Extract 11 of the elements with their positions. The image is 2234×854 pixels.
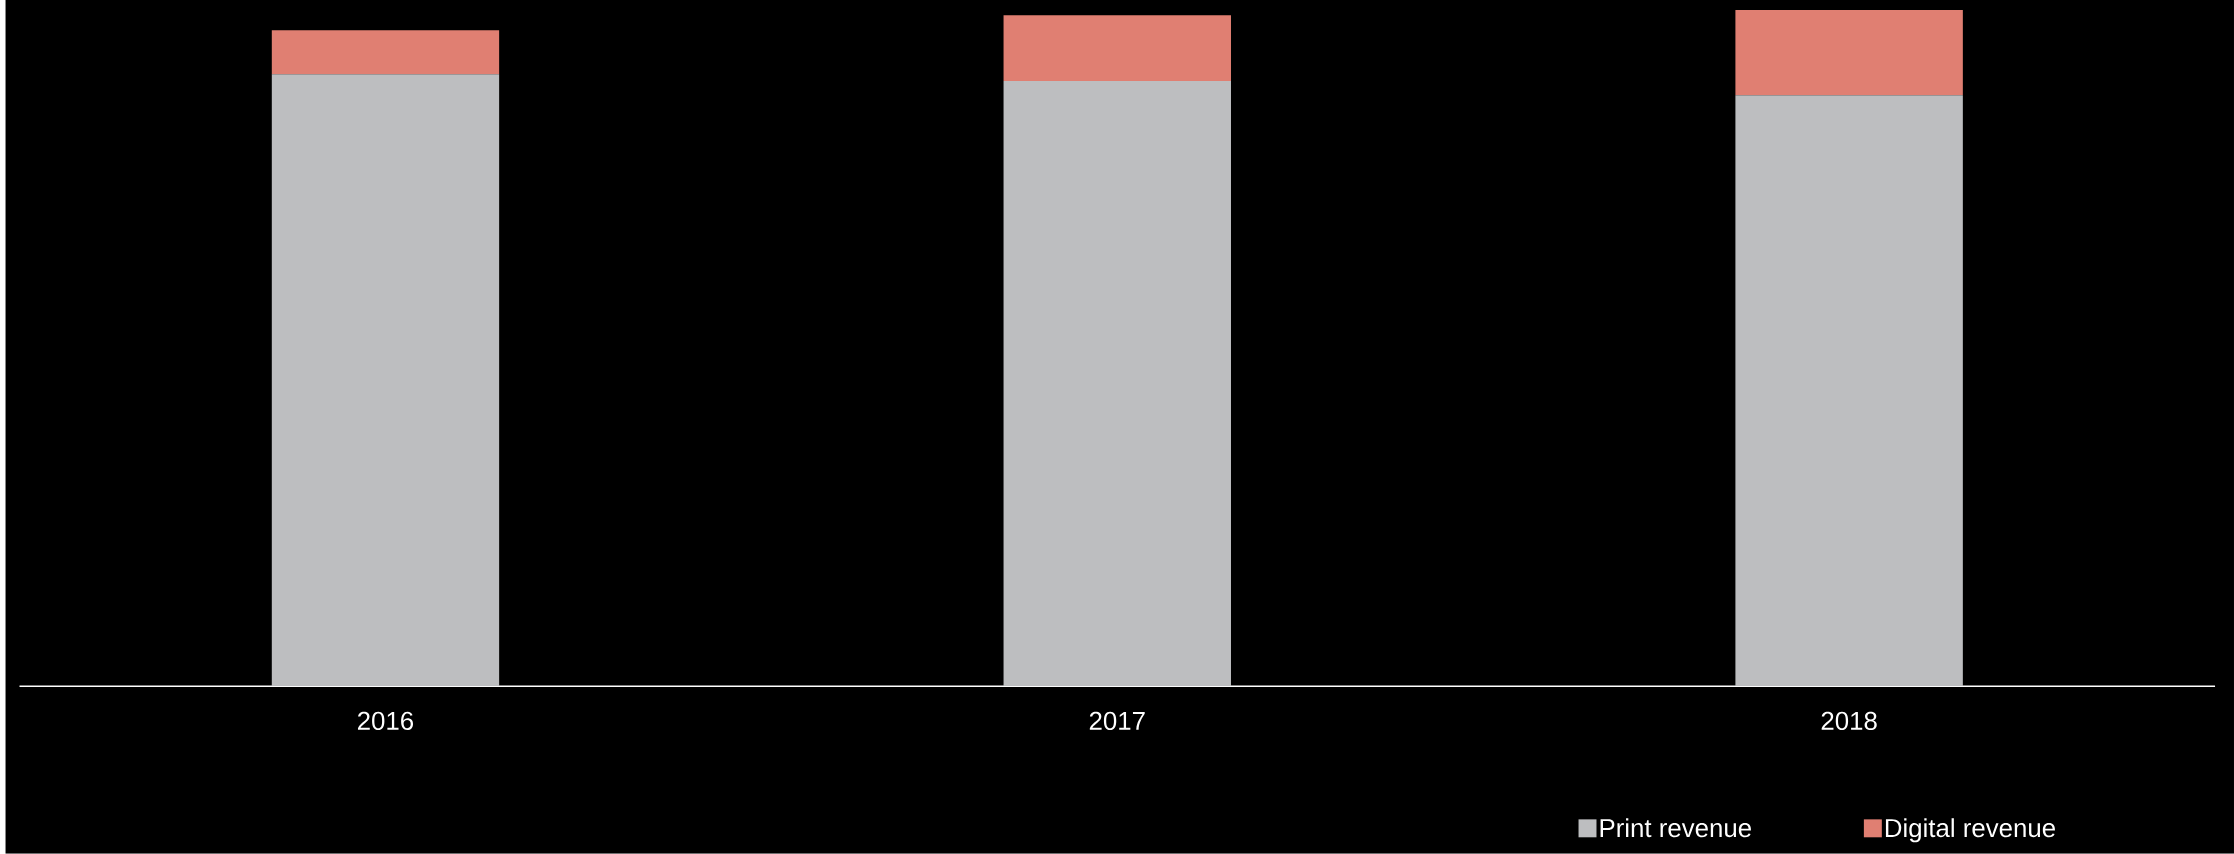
x-tick-label: 2016 [357,711,414,731]
legend-label: Digital revenue [1885,818,2055,843]
legend-label: Print revenue [1600,818,1751,838]
bar [1003,81,1231,687]
bar [1735,95,1963,687]
bar [1003,15,1231,82]
bar [271,74,500,687]
x-tick-label: 2017 [1089,711,1145,731]
bar [1735,10,1963,96]
x-tick-label: 2018 [1821,711,1877,731]
bar [271,30,500,75]
